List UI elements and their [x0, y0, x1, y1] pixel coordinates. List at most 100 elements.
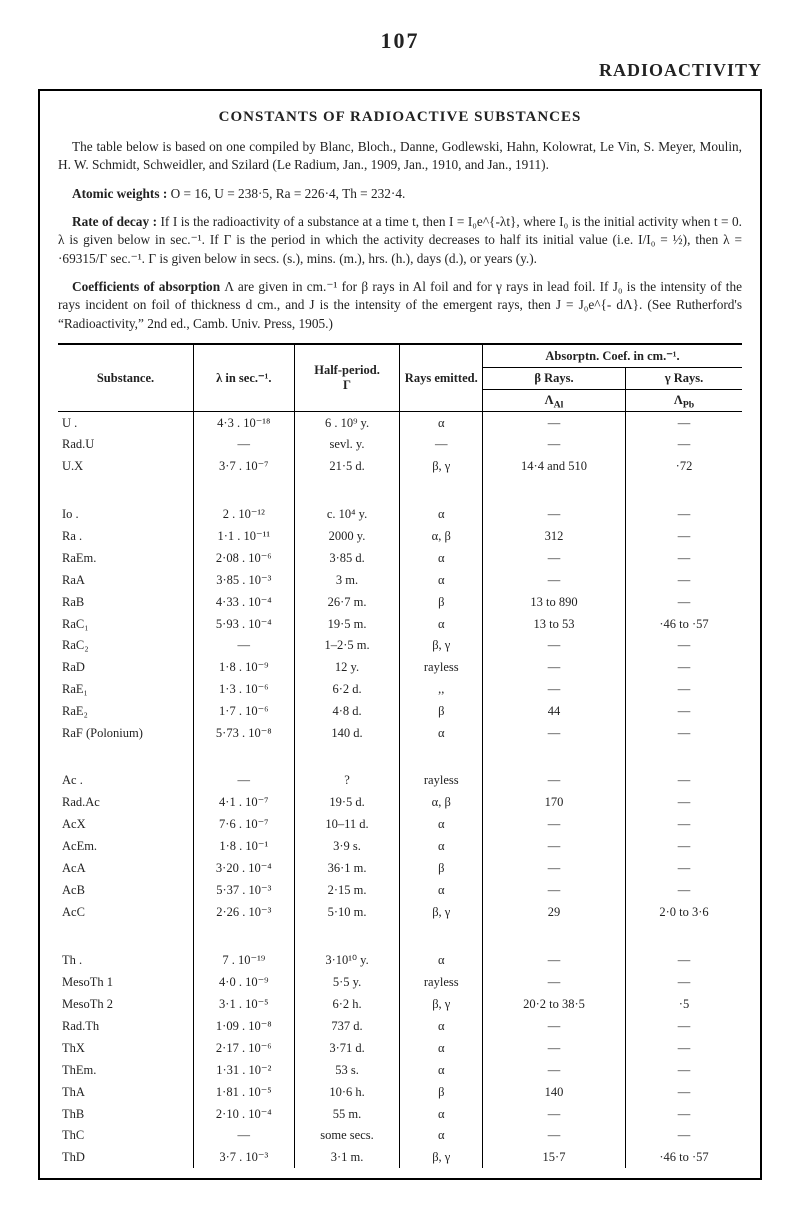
cell-gamma: 2·0 to 3·6 — [625, 901, 742, 923]
table-row: RaC₂—1–2·5 m.β, γ—— — [58, 635, 742, 656]
rate-of-decay-paragraph: Rate of decay : If I is the radioactivit… — [58, 213, 742, 268]
cell-substance: ThA — [58, 1081, 194, 1103]
cell-half-period: 140 d. — [294, 722, 400, 744]
table-row: ThA1·81 . 10⁻⁵10·6 h.β140— — [58, 1081, 742, 1103]
cell-beta: — — [483, 1059, 626, 1081]
cell-rays: rayless — [400, 770, 483, 791]
cell-gamma: — — [625, 1015, 742, 1037]
cell-gamma: — — [625, 791, 742, 813]
cell-lambda: 4·1 . 10⁻⁷ — [194, 791, 295, 813]
cell-rays: β, γ — [400, 455, 483, 477]
cell-beta: — — [483, 1125, 626, 1146]
table-row: U .4·3 . 10⁻¹⁸6 . 10⁹ y.α—— — [58, 412, 742, 435]
cell-lambda: 4·33 . 10⁻⁴ — [194, 591, 295, 613]
cell-beta: — — [483, 569, 626, 591]
cell-beta: — — [483, 770, 626, 791]
cell-beta: — — [483, 1103, 626, 1125]
table-row: Io .2 . 10⁻¹²c. 10⁴ y.α—— — [58, 503, 742, 525]
cell-lambda: 5·73 . 10⁻⁸ — [194, 722, 295, 744]
cell-substance: Ra . — [58, 525, 194, 547]
table-row: U.X3·7 . 10⁻⁷21·5 d.β, γ14·4 and 510·72 — [58, 455, 742, 477]
col-beta: β Rays. — [483, 368, 626, 390]
cell-gamma: — — [625, 971, 742, 993]
cell-substance: Rad.U — [58, 434, 194, 455]
cell-substance: U . — [58, 412, 194, 435]
cell-substance: Th . — [58, 949, 194, 971]
cell-lambda: 3·85 . 10⁻³ — [194, 569, 295, 591]
cell-half-period: 3·10¹⁰ y. — [294, 949, 400, 971]
table-row: ThC—some secs.α—— — [58, 1125, 742, 1146]
cell-lambda: 3·1 . 10⁻⁵ — [194, 993, 295, 1015]
page-number: 107 — [38, 28, 762, 54]
cell-rays: rayless — [400, 971, 483, 993]
cell-gamma: ·46 to ·57 — [625, 1146, 742, 1168]
cell-half-period: 19·5 d. — [294, 791, 400, 813]
cell-gamma: — — [625, 635, 742, 656]
cell-beta: 20·2 to 38·5 — [483, 993, 626, 1015]
cell-beta: — — [483, 813, 626, 835]
cell-half-period: 3·1 m. — [294, 1146, 400, 1168]
cell-half-period: 3·9 s. — [294, 835, 400, 857]
cell-half-period: 12 y. — [294, 656, 400, 678]
cell-beta: — — [483, 547, 626, 569]
cell-lambda: 2·10 . 10⁻⁴ — [194, 1103, 295, 1125]
cell-rays: β — [400, 591, 483, 613]
cell-rays: α — [400, 813, 483, 835]
table-row: RaF (Polonium)5·73 . 10⁻⁸140 d.α—— — [58, 722, 742, 744]
cell-lambda: 2 . 10⁻¹² — [194, 503, 295, 525]
cell-rays: α — [400, 879, 483, 901]
cell-gamma: — — [625, 770, 742, 791]
cell-substance: RaC₁ — [58, 613, 194, 635]
table-row: RaB4·33 . 10⁻⁴26·7 m.β13 to 890— — [58, 591, 742, 613]
cell-lambda: — — [194, 635, 295, 656]
table-row: AcX7·6 . 10⁻⁷10–11 d.α—— — [58, 813, 742, 835]
table-row: RaC₁5·93 . 10⁻⁴19·5 m.α13 to 53·46 to ·5… — [58, 613, 742, 635]
cell-rays: ,, — [400, 678, 483, 700]
cell-substance: AcC — [58, 901, 194, 923]
table-row: AcC2·26 . 10⁻³5·10 m.β, γ292·0 to 3·6 — [58, 901, 742, 923]
table-row: Ra .1·1 . 10⁻¹¹2000 y.α, β312— — [58, 525, 742, 547]
cell-rays: α — [400, 503, 483, 525]
cell-half-period: some secs. — [294, 1125, 400, 1146]
cell-half-period: 3 m. — [294, 569, 400, 591]
cell-beta: — — [483, 722, 626, 744]
cell-substance: AcEm. — [58, 835, 194, 857]
cell-substance: ThD — [58, 1146, 194, 1168]
cell-substance: RaE₂ — [58, 700, 194, 722]
cell-gamma: — — [625, 525, 742, 547]
table-row: ThEm.1·31 . 10⁻²53 s.α—— — [58, 1059, 742, 1081]
cell-substance: AcA — [58, 857, 194, 879]
intro-paragraph: The table below is based on one compiled… — [58, 138, 742, 175]
cell-lambda: 2·17 . 10⁻⁶ — [194, 1037, 295, 1059]
cell-half-period: sevl. y. — [294, 434, 400, 455]
cell-half-period: 5·10 m. — [294, 901, 400, 923]
cell-rays: α — [400, 412, 483, 435]
rate-of-decay-label: Rate of decay : — [72, 214, 157, 229]
cell-rays: α — [400, 1015, 483, 1037]
cell-lambda: 1·31 . 10⁻² — [194, 1059, 295, 1081]
cell-beta: — — [483, 434, 626, 455]
atomic-weights-text: O = 16, U = 238·5, Ra = 226·4, Th = 232·… — [167, 186, 405, 201]
group-gap — [58, 923, 742, 949]
cell-rays: β, γ — [400, 901, 483, 923]
cell-rays: β — [400, 857, 483, 879]
cell-gamma: — — [625, 1059, 742, 1081]
table-row: RaE₂1·7 . 10⁻⁶4·8 d.β44— — [58, 700, 742, 722]
table-row: RaEm.2·08 . 10⁻⁶3·85 d.α—— — [58, 547, 742, 569]
cell-lambda: — — [194, 1125, 295, 1146]
cell-gamma: — — [625, 434, 742, 455]
cell-beta: — — [483, 835, 626, 857]
constants-table: Substance. λ in sec.⁻¹. Half-period. Γ R… — [58, 343, 742, 1168]
cell-rays: α — [400, 1125, 483, 1146]
cell-gamma: — — [625, 857, 742, 879]
cell-lambda: 1·8 . 10⁻¹ — [194, 835, 295, 857]
cell-beta: 312 — [483, 525, 626, 547]
cell-rays: α — [400, 547, 483, 569]
cell-half-period: 3·85 d. — [294, 547, 400, 569]
col-absorptn: Absorptn. Coef. in cm.⁻¹. — [483, 344, 742, 368]
cell-lambda: 1·81 . 10⁻⁵ — [194, 1081, 295, 1103]
cell-gamma: — — [625, 591, 742, 613]
cell-beta: 29 — [483, 901, 626, 923]
table-row: Ac .—?rayless—— — [58, 770, 742, 791]
cell-substance: RaA — [58, 569, 194, 591]
